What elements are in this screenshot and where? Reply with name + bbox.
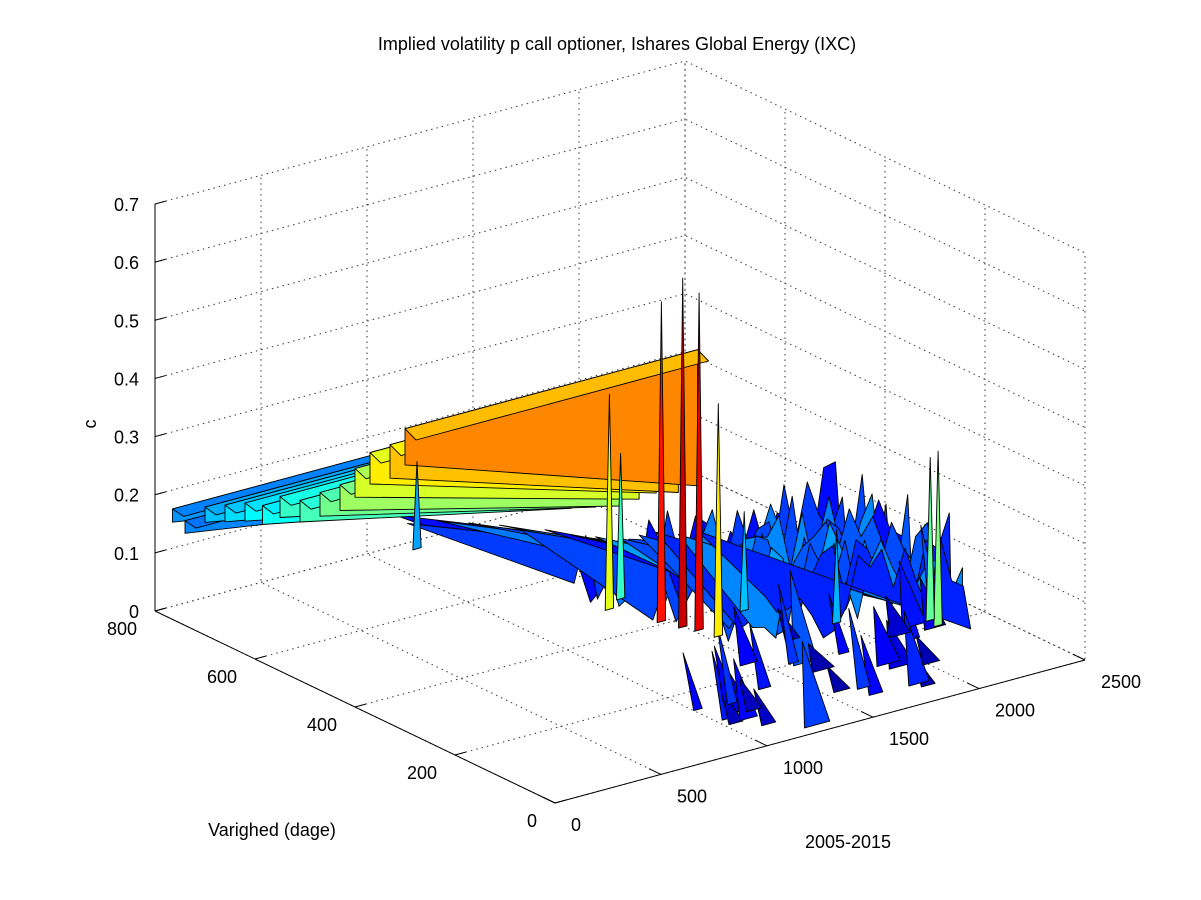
- surface-facet: [682, 652, 703, 712]
- chart-title: Implied volatility p call optioner, Isha…: [378, 34, 856, 54]
- y-tick-label: 200: [407, 763, 437, 783]
- surface-facet: [898, 560, 927, 630]
- grid-line: [578, 89, 980, 690]
- y-tick-label: 400: [307, 715, 337, 735]
- y-tick-mark: [354, 703, 366, 708]
- grid-line: [260, 175, 662, 775]
- axis-layer: 05001000150020002500020040060080000.10.2…: [107, 195, 1141, 835]
- grid-line: [154, 351, 1086, 545]
- surface-facet: [826, 665, 851, 694]
- x-tick-mark: [542, 796, 556, 804]
- surface-facet: [903, 610, 930, 687]
- z-tick-label: 0.6: [114, 253, 139, 273]
- grid-line: [154, 234, 1086, 428]
- z-tick-label: 0.4: [114, 369, 139, 389]
- x-tick-mark: [860, 710, 874, 718]
- surface-facet: [885, 595, 912, 638]
- grid-line: [354, 157, 886, 708]
- grid-line: [154, 293, 1086, 487]
- z-axis-label: c: [80, 420, 100, 429]
- surface-facet: [801, 640, 831, 729]
- x-axis-label: 2005-2015: [805, 832, 891, 852]
- z-tick-label: 0.5: [114, 311, 139, 331]
- x-tick-label: 2000: [995, 701, 1035, 721]
- surface-facet: [807, 643, 835, 673]
- z-tick-mark: [154, 258, 166, 263]
- grid-line: [254, 109, 786, 660]
- surface-layer: [172, 277, 972, 729]
- y-axis-label: Varighed (dage): [208, 820, 336, 840]
- x-tick-label: 500: [677, 786, 707, 806]
- x-tick-mark: [648, 768, 662, 775]
- surface-spike: [604, 393, 615, 611]
- y-tick-mark: [254, 655, 266, 660]
- surface-facet: [860, 634, 884, 696]
- z-tick-mark: [154, 491, 166, 496]
- grid-line: [154, 118, 1086, 312]
- grid-line: [154, 176, 1086, 370]
- surface-ridge-top: [404, 349, 710, 441]
- surface-spike: [694, 292, 704, 632]
- surface-facet: [738, 677, 763, 713]
- surface-spike: [615, 452, 626, 601]
- x-tick-label: 0: [571, 815, 581, 835]
- grid-line: [366, 146, 768, 747]
- z-tick-label: 0.7: [114, 195, 139, 215]
- z-tick-mark: [154, 200, 166, 205]
- x-tick-mark: [754, 739, 768, 747]
- z-tick-mark: [154, 433, 166, 438]
- y-tick-mark: [454, 751, 466, 756]
- surface-spike: [713, 403, 724, 638]
- x-tick-mark: [966, 682, 980, 690]
- surface-facet: [733, 606, 758, 667]
- surface-spike: [831, 529, 842, 625]
- surface-facet: [716, 625, 738, 706]
- surface-facet: [915, 635, 941, 666]
- x-tick-mark: [1072, 653, 1086, 661]
- z-tick-label: 0.1: [114, 544, 139, 564]
- y-tick-label: 0: [527, 811, 537, 831]
- surface-spike: [933, 450, 943, 628]
- y-tick-label: 800: [107, 619, 137, 639]
- grid-line: [154, 60, 1086, 254]
- x-tick-label: 1000: [783, 758, 823, 778]
- surface-spike: [739, 511, 749, 613]
- surface-spike: [678, 277, 688, 629]
- grid-line: [472, 118, 874, 718]
- z-tick-label: 0.2: [114, 486, 139, 506]
- x-axis-line: [554, 659, 1086, 804]
- y-tick-mark: [554, 799, 566, 804]
- grid-line: [454, 205, 986, 756]
- surface-facet: [778, 584, 799, 665]
- surface-facet: [848, 608, 871, 690]
- surface-spike: [656, 301, 667, 624]
- z-tick-label: 0: [129, 602, 139, 622]
- z-tick-mark: [154, 607, 166, 612]
- z-tick-label: 0.3: [114, 428, 139, 448]
- z-tick-mark: [154, 375, 166, 379]
- grid-line: [154, 467, 1086, 661]
- surface-spike: [412, 461, 422, 551]
- z-tick-mark: [154, 316, 166, 321]
- z-tick-mark: [154, 549, 166, 554]
- x-tick-label: 2500: [1101, 672, 1141, 692]
- surface-spike: [925, 456, 935, 622]
- x-tick-label: 1500: [889, 729, 929, 749]
- y-tick-label: 600: [207, 667, 237, 687]
- surface-facet: [873, 606, 901, 668]
